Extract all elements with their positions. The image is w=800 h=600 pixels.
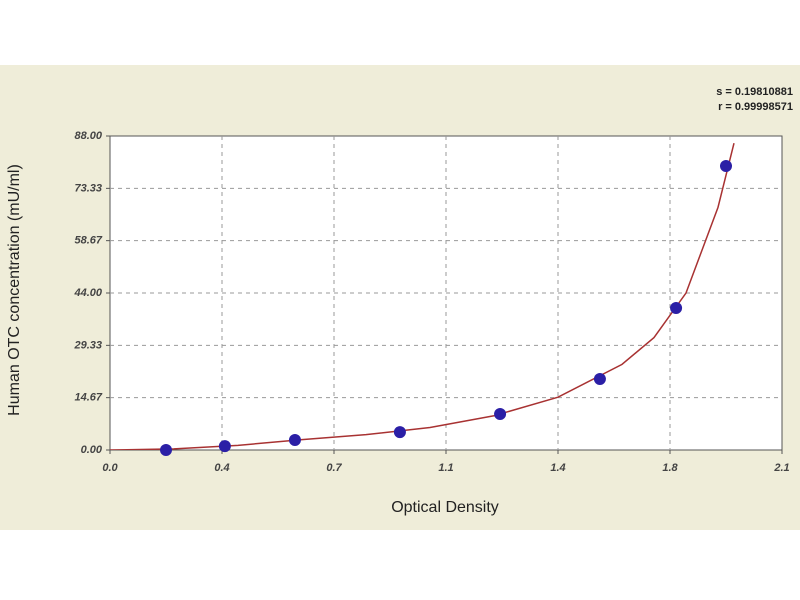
x-tick-label: 1.8 <box>662 462 678 474</box>
data-point <box>494 407 507 420</box>
x-tick-label: 2.1 <box>773 462 789 474</box>
data-point <box>288 434 301 447</box>
data-point <box>218 440 231 453</box>
y-tick-label: 88.00 <box>74 130 102 142</box>
x-tick-label: 0.7 <box>326 462 342 474</box>
data-point <box>720 159 732 172</box>
fit-curve <box>110 142 735 450</box>
annotation: r = 0.99998571 <box>718 101 793 113</box>
y-tick-label: 73.33 <box>74 182 102 194</box>
y-tick-label: 0.00 <box>81 444 103 456</box>
y-tick-label: 58.67 <box>74 235 102 247</box>
y-tick-label: 29.33 <box>73 339 102 351</box>
y-tick-label: 14.67 <box>74 392 102 404</box>
x-tick-label: 0.0 <box>102 462 118 474</box>
x-tick-label: 1.4 <box>550 462 565 474</box>
y-tick-label: 44.00 <box>73 287 102 299</box>
data-point <box>670 301 683 314</box>
y-axis-title: Human OTC concentration (mU/ml) <box>6 164 23 416</box>
data-point <box>393 426 406 439</box>
x-tick-label: 0.4 <box>214 462 229 474</box>
annotation: s = 0.19810881 <box>716 86 793 98</box>
data-point <box>160 444 172 456</box>
x-axis-title: Optical Density <box>391 499 499 516</box>
data-point <box>593 372 606 385</box>
x-tick-label: 1.1 <box>438 462 453 474</box>
